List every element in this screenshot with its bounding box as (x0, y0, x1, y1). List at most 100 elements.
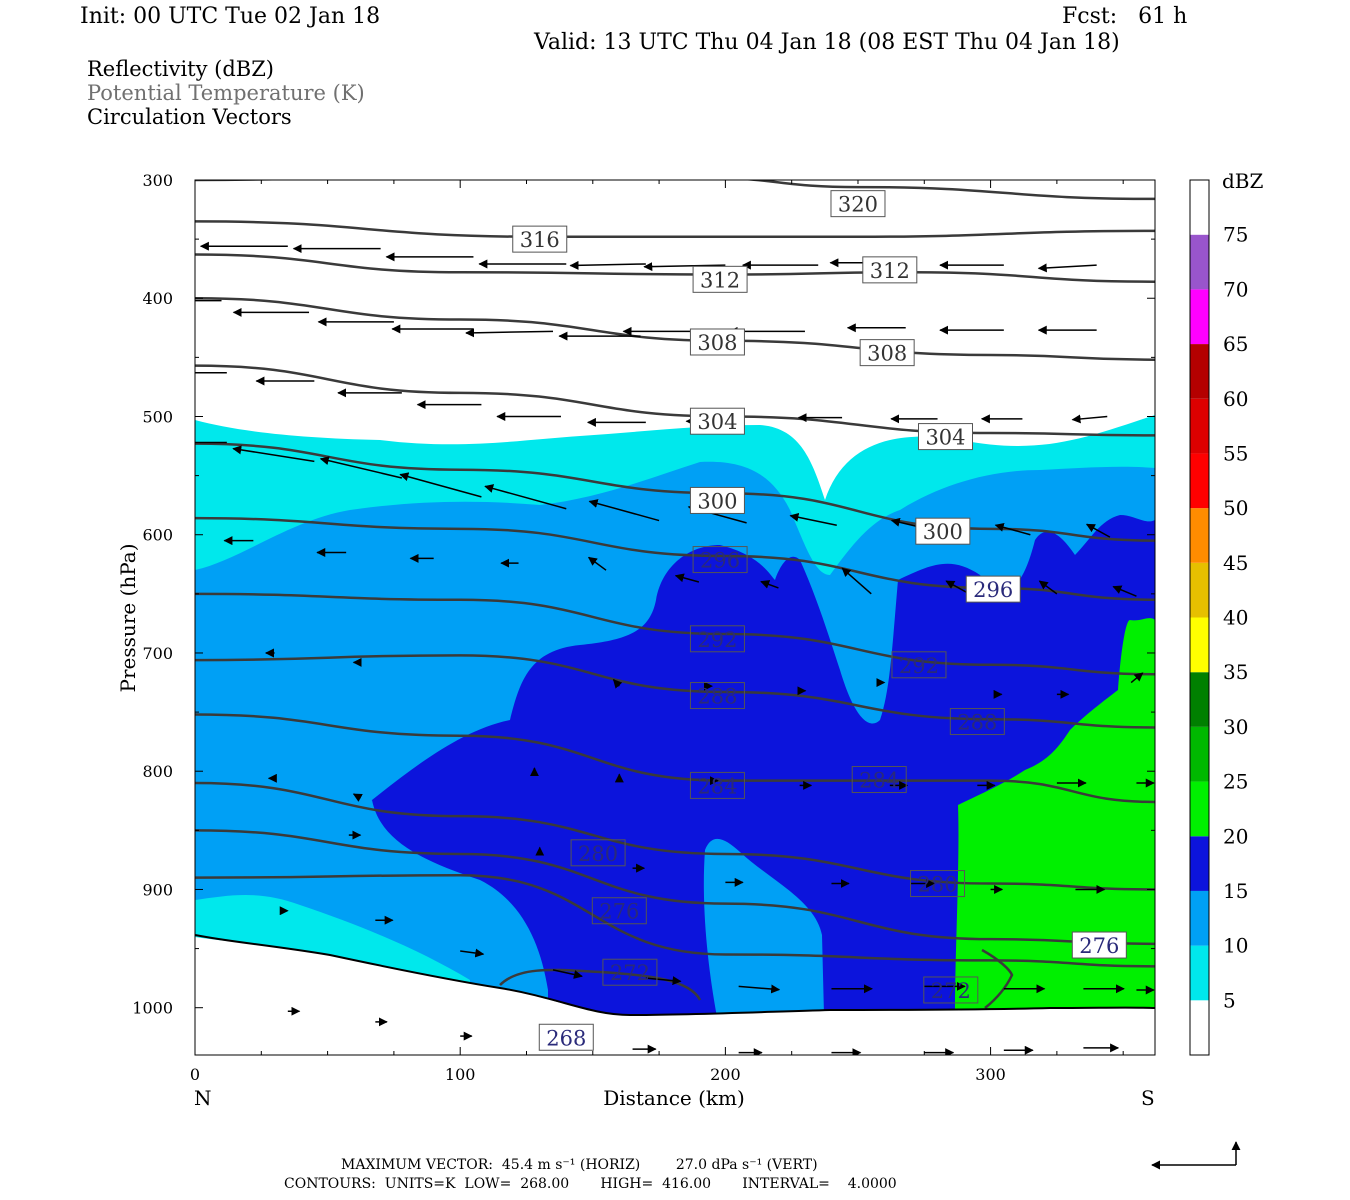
colorbar-label: 40 (1223, 606, 1248, 630)
legend-theta: Potential Temperature (K) (87, 81, 365, 105)
x-end-left-label: N (194, 1086, 212, 1110)
theta-label-box (538, 1023, 594, 1051)
theta-label: 320 (838, 193, 878, 217)
y-tick-label: 800 (142, 762, 173, 781)
theta-label: 296 (973, 578, 1013, 602)
colorbar-label: 5 (1223, 988, 1236, 1012)
theta-label-box (570, 839, 626, 867)
circulation-vector (945, 580, 970, 595)
circulation-vector (760, 580, 779, 589)
theta-label: 276 (599, 900, 639, 924)
y-tick-label: 500 (142, 407, 173, 426)
circulation-vector (588, 499, 660, 522)
theta-contour-line (195, 592, 1155, 676)
colorbar-label: 65 (1223, 332, 1248, 356)
colorbar-label: 10 (1223, 934, 1248, 958)
reference-vector (1151, 1141, 1241, 1170)
circulation-vector (1038, 580, 1058, 595)
theta-contour-line (195, 516, 1155, 602)
theta-label: 276 (1079, 934, 1119, 958)
colorbar-swatch (1190, 781, 1209, 837)
colorbar-frame (1189, 179, 1210, 1056)
theta-label-box (910, 870, 966, 898)
circulation-vector (994, 522, 1031, 536)
reflectivity-fill (195, 415, 1155, 1055)
theta-label: 300 (923, 520, 963, 544)
theta-label-box (859, 339, 915, 367)
circulation-vector (484, 484, 567, 510)
theta-label-box (1071, 931, 1127, 959)
theta-label-box (949, 708, 1005, 736)
theta-label-box (602, 958, 658, 986)
theta-label-box (891, 651, 947, 679)
x-tick-label: 300 (975, 1065, 1006, 1084)
x-tick-label: 100 (445, 1065, 476, 1084)
theta-contour-line (195, 713, 1155, 804)
circulation-vector (612, 679, 623, 689)
colorbar-label: 25 (1223, 770, 1248, 794)
terrain-line (194, 934, 1156, 1017)
colorbar-swatch (1190, 398, 1209, 454)
colorbar-swatch (1190, 344, 1209, 399)
theta-label: 284 (859, 768, 899, 792)
theta-contour-line (195, 874, 1155, 968)
theta-contour-line (195, 296, 1155, 361)
theta-label: 304 (925, 426, 965, 450)
circulation-vector (569, 260, 646, 270)
theta-label: 288 (697, 685, 737, 709)
below-ground-mask (195, 937, 1155, 1055)
theta-label-box (692, 265, 748, 293)
colorbar-label: 55 (1223, 441, 1248, 465)
theta-contour-line (195, 253, 1155, 283)
circulation-vector (232, 445, 315, 463)
theta-label-box (689, 407, 745, 435)
circulation-vector (1085, 523, 1111, 538)
y-tick-label: 1000 (132, 999, 173, 1018)
x-tick-label: 0 (190, 1065, 200, 1084)
theta-label-box (965, 575, 1021, 603)
colorbar-label: 70 (1223, 277, 1248, 301)
theta-label: 292 (899, 654, 939, 678)
x-tick-label: 200 (710, 1065, 741, 1084)
theta-label-box (512, 225, 568, 253)
x-end-right-label: S (1141, 1086, 1155, 1110)
colorbar-swatch (1190, 890, 1209, 946)
theta-label: 292 (697, 628, 737, 652)
colorbar-swatch (1190, 180, 1209, 235)
colorbar-swatch (1190, 562, 1209, 618)
colorbar-swatch (1190, 1000, 1209, 1055)
forecast-hour: Fcst: 61 h (1062, 4, 1188, 29)
theta-label: 308 (867, 342, 907, 366)
theta-label: 268 (546, 1026, 586, 1050)
theta-labels: 320 316 312 312 308 308 304 304 300 300 296 296 292 2… (512, 190, 1127, 1051)
theta-contour-line (195, 654, 1155, 729)
init-time: Init: 00 UTC Tue 02 Jan 18 (80, 4, 381, 29)
footer-contours: CONTOURS: UNITS=K LOW= 268.00 HIGH= 416.… (284, 1176, 897, 1192)
circulation-vector (552, 969, 583, 979)
theta-contour-line (195, 180, 1155, 201)
colorbar-label: 30 (1223, 715, 1248, 739)
colorbar-swatch (1190, 234, 1209, 290)
theta-label-box (689, 625, 745, 653)
colorbar-swatch (1190, 617, 1209, 673)
theta-label-box (851, 765, 907, 793)
theta-label: 272 (610, 961, 650, 985)
colorbar-label: 20 (1223, 824, 1248, 848)
colorbar-label: 35 (1223, 660, 1248, 684)
theta-label: 272 (931, 979, 971, 1003)
theta-label: 304 (697, 410, 737, 434)
colorbar-label: 15 (1223, 879, 1248, 903)
circulation-vector (841, 567, 872, 595)
theta-label-box (692, 546, 748, 574)
circulation-vector (1037, 263, 1097, 273)
theta-label-box (917, 423, 973, 451)
theta-label: 284 (697, 774, 737, 798)
circulation-vector (738, 984, 781, 994)
x-axis-label: Distance (km) (603, 1086, 745, 1110)
plot-frame (194, 179, 1156, 1056)
reflectivity-10dbz-tongue (703, 838, 825, 1055)
theta-label: 312 (700, 268, 740, 292)
y-tick-label: 400 (142, 289, 173, 308)
colorbar-swatch (1190, 453, 1209, 509)
